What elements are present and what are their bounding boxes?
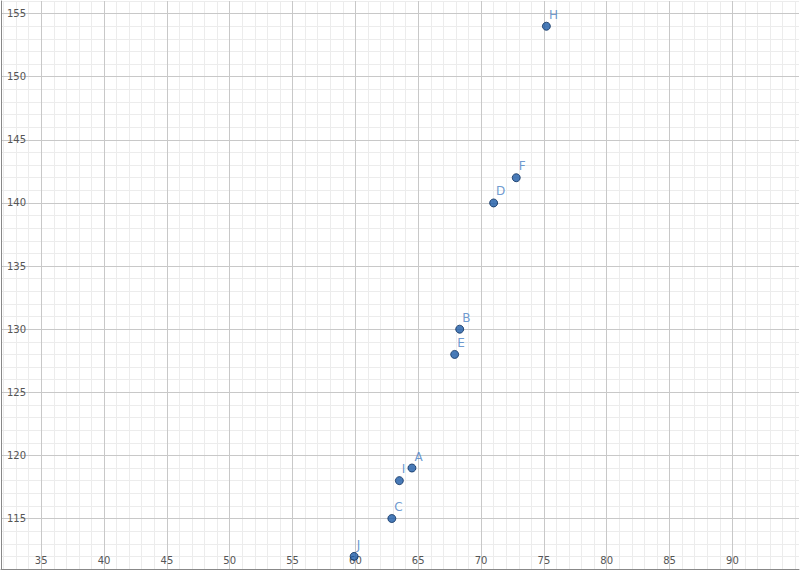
svg-text:I: I (402, 462, 406, 476)
svg-text:D: D (496, 184, 505, 198)
svg-text:80: 80 (600, 555, 613, 566)
svg-text:150: 150 (7, 71, 26, 82)
svg-text:55: 55 (286, 555, 299, 566)
svg-text:F: F (519, 159, 526, 173)
svg-text:35: 35 (35, 555, 48, 566)
svg-text:120: 120 (7, 450, 26, 461)
svg-text:125: 125 (7, 387, 26, 398)
svg-text:85: 85 (663, 555, 676, 566)
svg-text:70: 70 (475, 555, 488, 566)
svg-text:50: 50 (223, 555, 236, 566)
svg-text:H: H (549, 8, 558, 22)
svg-text:40: 40 (98, 555, 111, 566)
svg-text:C: C (394, 500, 402, 514)
svg-text:65: 65 (412, 555, 425, 566)
svg-text:E: E (457, 336, 465, 350)
svg-text:135: 135 (7, 261, 26, 272)
svg-text:75: 75 (538, 555, 551, 566)
svg-text:90: 90 (726, 555, 739, 566)
svg-text:140: 140 (7, 197, 26, 208)
svg-text:45: 45 (161, 555, 174, 566)
svg-text:B: B (462, 311, 470, 325)
svg-text:60: 60 (349, 554, 362, 566)
svg-text:155: 155 (7, 8, 26, 19)
svg-text:115: 115 (7, 513, 26, 524)
svg-text:145: 145 (7, 134, 26, 145)
svg-text:J: J (356, 538, 361, 552)
svg-text:130: 130 (7, 324, 26, 335)
svg-text:A: A (414, 450, 423, 464)
